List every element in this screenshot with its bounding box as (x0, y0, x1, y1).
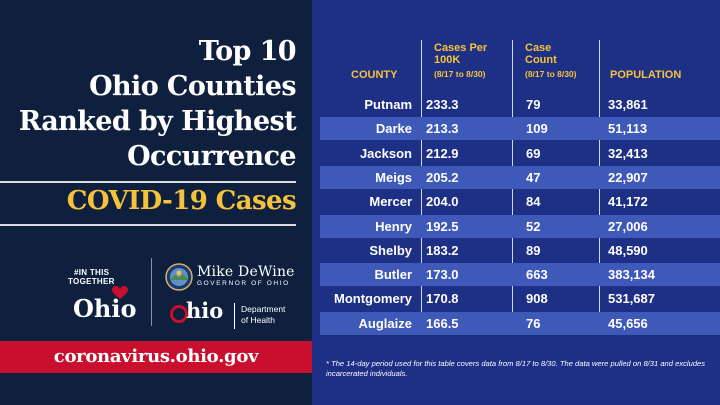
cell-population: 383,134 (608, 267, 655, 283)
cell-county: Putnam (364, 97, 412, 112)
page-title: Top 10 Ohio Counties Ranked by Highest O… (0, 34, 297, 174)
cell-rate: 173.0 (426, 267, 459, 283)
cell-count: 69 (526, 145, 541, 161)
cell-county: Meigs (375, 169, 412, 185)
cell-count: 89 (526, 242, 541, 258)
table-row: Auglaize 166.5 76 45,656 (320, 311, 720, 335)
cell-population: 51,113 (608, 121, 648, 137)
subtitle: COVID-19 Cases (66, 186, 297, 216)
cell-population: 27,006 (608, 218, 648, 234)
logo-text: TOGETHER (68, 277, 115, 286)
title-line: Ohio Counties (89, 71, 296, 102)
cell-county: Montgomery (334, 291, 412, 307)
cell-count: 79 (526, 97, 541, 112)
cell-rate: 192.5 (426, 218, 459, 234)
cell-rate: 170.8 (426, 291, 459, 307)
data-table: COUNTY Cases Per 100K (8/17 to 8/30) Cas… (320, 0, 720, 335)
header-county: COUNTY (351, 69, 398, 81)
cell-count: 908 (526, 291, 548, 307)
cell-rate: 205.2 (426, 169, 459, 185)
cell-county: Mercer (369, 194, 412, 210)
cell-rate: 213.3 (426, 121, 459, 137)
logo-divider (151, 258, 152, 326)
cell-count: 663 (526, 267, 548, 283)
cell-population: 32,413 (608, 145, 648, 161)
cell-count: 84 (526, 194, 541, 210)
logo-text: #IN THIS (74, 268, 110, 277)
cell-county: Darke (375, 121, 412, 137)
table-row: Mercer 204.0 84 41,172 (320, 190, 720, 213)
cell-population: 45,656 (608, 315, 648, 331)
header-count: Case Count (8/17 to 8/30) (525, 42, 585, 80)
cell-count: 109 (526, 121, 548, 137)
doh-line: of Health (241, 315, 276, 325)
governor-name: Mike DeWine (197, 264, 295, 280)
cell-count: 52 (526, 218, 541, 234)
governor-title: GOVERNOR OF OHIO (197, 280, 290, 287)
cell-rate: 183.2 (426, 242, 459, 258)
table-row: Jackson 212.9 69 32,413 (320, 142, 720, 165)
header-population: POPULATION (610, 69, 682, 81)
header-rate: Cases Per 100K (8/17 to 8/30) (434, 42, 514, 80)
title-line: Top 10 (198, 36, 297, 67)
table-row: Shelby 183.2 89 48,590 (320, 239, 720, 262)
cell-county: Butler (374, 267, 412, 283)
in-this-together-ohio-logo: #IN THIS TOGETHER Ohio (60, 262, 148, 326)
cell-count: 76 (526, 315, 541, 331)
cell-population: 33,861 (608, 97, 648, 112)
cell-count: 47 (526, 169, 541, 185)
logo-text: Ohio (73, 294, 137, 323)
cell-population: 48,590 (608, 242, 648, 258)
website-banner: coronavirus.ohio.gov (0, 341, 312, 373)
header-count-period: (8/17 to 8/30) (525, 69, 577, 79)
title-line: Ranked by Highest (18, 106, 297, 137)
cell-rate: 212.9 (426, 145, 459, 161)
table-row: Darke 213.3 109 51,113 (320, 117, 720, 141)
table-row: Butler 173.0 663 383,134 (320, 263, 720, 287)
table-row: Henry 192.5 52 27,006 (320, 214, 720, 238)
cell-rate: 166.5 (426, 315, 459, 331)
doh-divider (234, 303, 235, 329)
cell-county: Jackson (359, 145, 412, 161)
cell-rate: 233.3 (426, 97, 459, 112)
table-row: Putnam 233.3 79 33,861 (320, 93, 720, 116)
cell-rate: 204.0 (426, 194, 459, 210)
cell-population: 531,687 (608, 291, 655, 307)
table-row: Meigs 205.2 47 22,907 (320, 165, 720, 189)
ohio-seal-icon (165, 263, 193, 291)
header-rate-label: Cases Per 100K (434, 42, 488, 66)
doh-department: Department of Health (241, 304, 285, 326)
divider (0, 224, 296, 226)
cell-county: Auglaize (358, 315, 412, 331)
cell-population: 22,907 (608, 169, 648, 185)
doh-line: Department (241, 304, 286, 314)
header-count-label: Case Count (525, 42, 557, 66)
header-rate-period: (8/17 to 8/30) (434, 69, 486, 79)
cell-county: Henry (375, 218, 412, 234)
heart-icon (112, 286, 128, 299)
cell-county: Shelby (369, 242, 412, 258)
table-row: Montgomery 170.8 908 531,687 (320, 287, 720, 310)
doh-logo-word: hio (186, 298, 224, 323)
left-panel: Top 10 Ohio Counties Ranked by Highest O… (0, 0, 312, 405)
ohio-o-icon (170, 305, 188, 323)
cell-population: 41,172 (608, 194, 648, 210)
title-line: Occurrence (127, 141, 297, 172)
divider (0, 181, 296, 183)
footnote: * The 14-day period used for this table … (326, 359, 706, 378)
